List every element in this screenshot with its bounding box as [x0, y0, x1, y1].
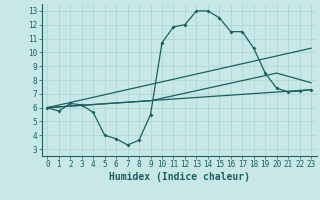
X-axis label: Humidex (Indice chaleur): Humidex (Indice chaleur)	[109, 172, 250, 182]
